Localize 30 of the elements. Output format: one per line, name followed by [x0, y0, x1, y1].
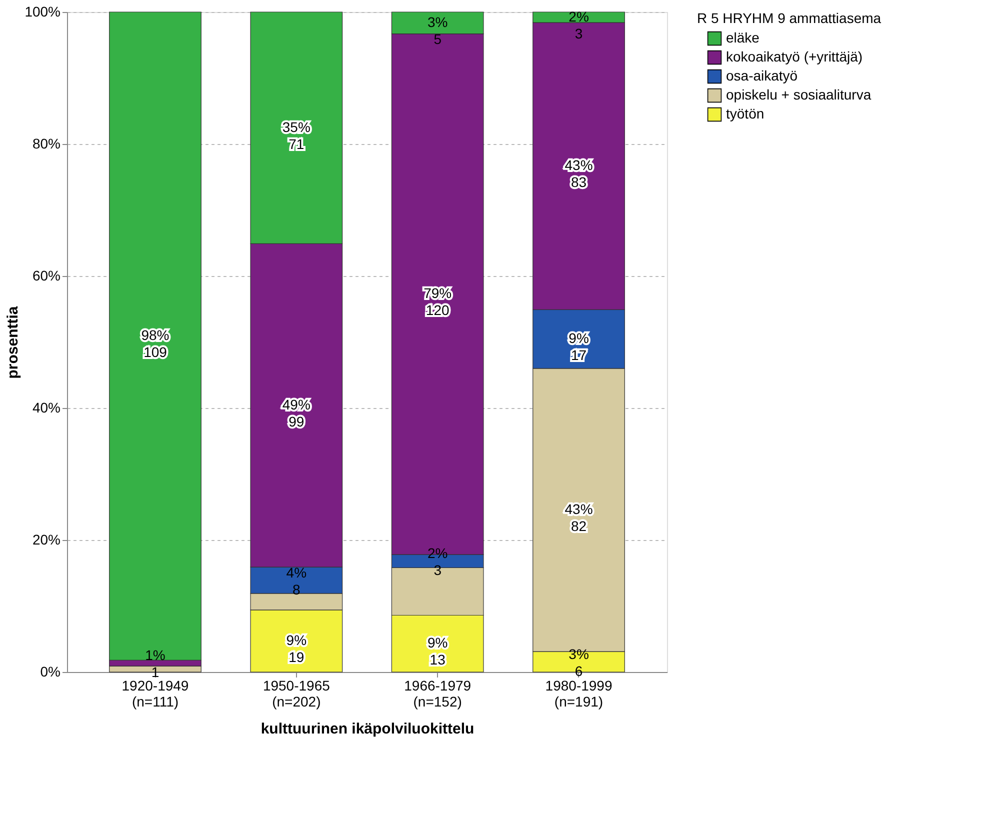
data-label: 43% 82: [564, 500, 593, 534]
data-label: 98% 109: [141, 327, 170, 360]
y-tick-label: 20%: [32, 532, 60, 548]
data-label: 9% 19: [286, 632, 307, 665]
data-label: 3% 5: [427, 14, 448, 47]
data-label: 43% 83: [564, 157, 593, 190]
y-tick-label: 60%: [32, 268, 60, 284]
data-label: 79% 120: [424, 285, 452, 318]
data-label: 2% 3: [568, 8, 589, 42]
y-tick-label: 40%: [32, 400, 60, 416]
y-axis-title: prosenttia: [4, 306, 22, 379]
data-label: 9% 17: [568, 330, 589, 364]
data-label: 9% 13: [427, 634, 448, 668]
x-tick-label: 1950-1965 (n=202): [262, 678, 330, 710]
legend-label: opiskelu + sosiaaliturva: [726, 86, 872, 102]
data-label: 49% 99: [282, 396, 310, 430]
x-tick-label: 1980-1999 (n=191): [545, 678, 612, 710]
legend-label: kokoaikatyö (+yrittäjä): [726, 48, 863, 64]
y-tick-label: 80%: [32, 136, 60, 152]
data-label: 35% 71: [282, 118, 310, 152]
x-axis-title: kulttuurinen ikäpolviluokittelu: [260, 720, 474, 738]
legend-label: osa-aikatyö: [726, 68, 798, 84]
data-label: 4% 8: [286, 564, 307, 598]
legend-label: eläke: [726, 30, 760, 46]
y-tick-label: 0%: [40, 664, 60, 680]
legend-title: R 5 HRYHM 9 ammattiasema: [696, 10, 882, 26]
x-tick-label: 1966-1979 (n=152): [404, 678, 472, 710]
y-tick-label: 100%: [24, 4, 60, 20]
legend-label: työtön: [726, 106, 764, 122]
x-tick-label: 1920-1949 (n=111): [122, 678, 189, 710]
